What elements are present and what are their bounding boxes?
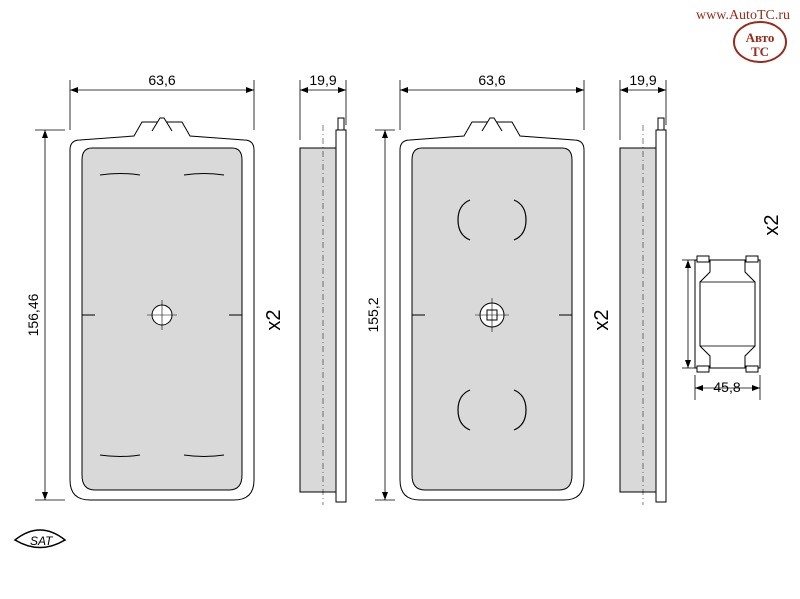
- dim-pad2-width-value: 63,6: [478, 72, 505, 88]
- dim-pad1-height-value: 156,46: [25, 293, 41, 336]
- svg-text:SAT: SAT: [30, 534, 54, 548]
- multiplier-2: x2: [591, 309, 613, 330]
- dim-pad2-height-value: 155,2: [365, 297, 381, 332]
- dim-pad2-height: 155,2: [365, 130, 395, 500]
- svg-text:Авто: Авто: [746, 30, 775, 45]
- technical-drawing: 63,6 156,46 x2 19,9: [0, 0, 800, 599]
- sat-logo: SAT: [15, 530, 65, 548]
- dim-pad1-width-value: 63,6: [148, 72, 175, 88]
- autotc-logo: Авто TC: [730, 20, 790, 65]
- brake-pad-2-side: [620, 118, 666, 505]
- brake-pad-2-front: [400, 118, 584, 500]
- shim-clip: [695, 256, 760, 372]
- brake-pad-1-side: [300, 118, 346, 505]
- multiplier-1: x2: [263, 309, 285, 330]
- svg-text:TC: TC: [751, 44, 769, 59]
- multiplier-3: x2: [761, 214, 783, 235]
- dim-pad1-height: 156,46: [25, 130, 65, 500]
- dim-side2-width-value: 19,9: [629, 72, 656, 88]
- dim-shim-height-value: 45,8: [713, 379, 740, 395]
- brake-pad-1-front: [70, 118, 254, 500]
- dim-side1-width-value: 19,9: [309, 72, 336, 88]
